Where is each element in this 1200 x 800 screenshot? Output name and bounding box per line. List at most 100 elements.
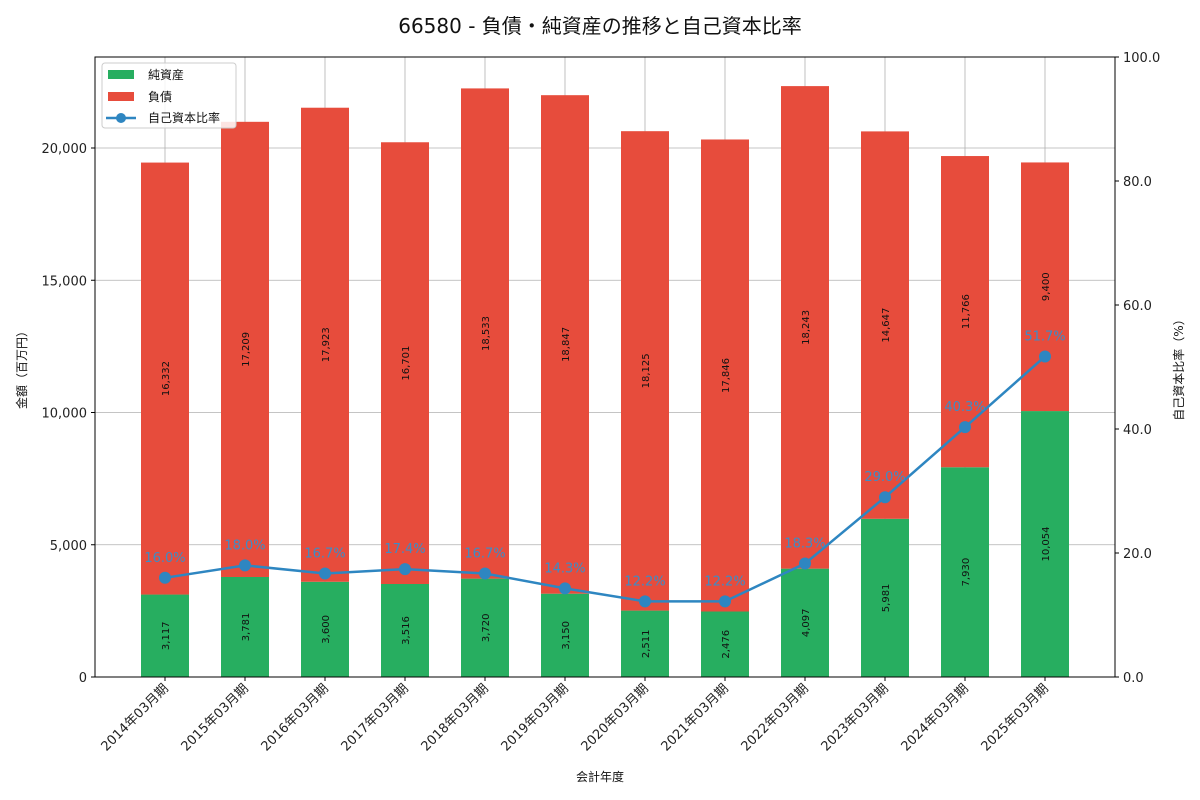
y-tick-right: 60.0 xyxy=(1123,299,1152,314)
bar-label-net-assets: 3,720 xyxy=(481,613,492,642)
bar-liabilities xyxy=(701,139,749,612)
legend-swatch-net-assets xyxy=(108,70,134,79)
bar-net-assets xyxy=(461,578,509,677)
line-label: 16.7% xyxy=(464,546,505,561)
bar-net-assets xyxy=(221,576,269,677)
line-label: 40.3% xyxy=(944,400,985,415)
x-tick: 2022年03月期 xyxy=(739,681,812,754)
bar-label-liabilities: 17,923 xyxy=(321,327,332,362)
bar-net-assets xyxy=(381,584,429,677)
y-tick-right: 0.0 xyxy=(1123,671,1144,686)
line-marker xyxy=(799,557,811,570)
y-tick-right: 80.0 xyxy=(1123,175,1152,190)
line-marker xyxy=(1039,350,1051,363)
y-tick-left: 15,000 xyxy=(42,274,88,289)
y-tick-left: 0 xyxy=(79,671,87,686)
x-tick: 2014年03月期 xyxy=(99,681,172,754)
x-tick: 2020年03月期 xyxy=(579,681,652,754)
line-marker xyxy=(559,582,571,595)
line-label: 18.3% xyxy=(784,537,825,552)
legend-box xyxy=(101,62,237,129)
x-tick: 2021年03月期 xyxy=(659,681,732,754)
bar-net-assets xyxy=(941,467,989,677)
bar-net-assets xyxy=(861,518,909,677)
bar-liabilities xyxy=(221,121,269,577)
bar-label-liabilities: 14,647 xyxy=(881,308,892,343)
line-path xyxy=(164,355,1046,603)
bar-net-assets xyxy=(781,568,829,677)
bar-net-assets xyxy=(141,594,189,677)
bar-label-liabilities: 17,209 xyxy=(241,332,252,367)
bar-net-assets xyxy=(1021,411,1069,677)
bar-label-liabilities: 18,533 xyxy=(481,316,492,351)
line-label: 29.0% xyxy=(864,470,905,485)
x-tick: 2025年03月期 xyxy=(979,681,1052,754)
x-tick: 2017年03月期 xyxy=(339,681,412,754)
line-label: 18.0% xyxy=(224,538,265,553)
bar-label-liabilities: 18,847 xyxy=(561,327,572,362)
bar-label-net-assets: 3,150 xyxy=(561,621,572,650)
line-label: 16.7% xyxy=(304,546,345,561)
y-tick-left: 10,000 xyxy=(42,407,88,422)
bar-liabilities xyxy=(141,162,189,595)
line-marker xyxy=(959,421,971,434)
x-tick: 2023年03月期 xyxy=(819,681,892,754)
y-tick-left: 5,000 xyxy=(50,539,87,554)
x-tick: 2019年03月期 xyxy=(499,681,572,754)
x-tick: 2024年03月期 xyxy=(899,681,972,754)
bar-liabilities xyxy=(941,156,989,468)
bar-label-liabilities: 16,701 xyxy=(401,346,412,381)
line-label: 12.2% xyxy=(624,574,665,589)
bar-label-liabilities: 18,243 xyxy=(801,310,812,345)
bar-label-liabilities: 9,400 xyxy=(1041,272,1052,301)
bar-label-net-assets: 3,781 xyxy=(241,613,252,642)
line-marker xyxy=(239,559,251,572)
line-label: 12.2% xyxy=(704,574,745,589)
line-label: 14.3% xyxy=(544,561,585,576)
bar-net-assets xyxy=(701,611,749,677)
equity-ratio-line: 16.0% 18.0% 16.7% 17.4% 16.7% 14.3% 12.2% 12.2%… xyxy=(144,329,1066,608)
bar-label-net-assets: 2,476 xyxy=(721,630,732,659)
bar-liabilities xyxy=(301,107,349,582)
y-tick-right: 100.0 xyxy=(1123,51,1160,66)
y-tick-left: 20,000 xyxy=(42,142,88,157)
bar-liabilities xyxy=(461,88,509,579)
legend-label-ratio: 自己資本比率 xyxy=(148,110,220,125)
legend-label-net-assets: 純資産 xyxy=(148,67,184,82)
bar-label-liabilities: 17,846 xyxy=(721,358,732,393)
bar-net-assets xyxy=(621,610,669,677)
bar-liabilities xyxy=(541,95,589,594)
y-axis-label-left: 金額（百万円） xyxy=(14,325,29,409)
bar-liabilities xyxy=(621,131,669,611)
bar-label-net-assets: 3,117 xyxy=(161,621,172,650)
legend-swatch-liabilities xyxy=(108,92,134,101)
line-marker xyxy=(719,595,731,608)
bar-label-net-assets: 3,600 xyxy=(321,615,332,644)
bar-label-liabilities: 16,332 xyxy=(161,361,172,396)
bar-label-net-assets: 7,930 xyxy=(961,558,972,587)
chart-title: 66580 - 負債・純資産の推移と自己資本比率 xyxy=(398,14,802,38)
x-axis-label: 会計年度 xyxy=(576,769,624,784)
bar-liabilities xyxy=(381,142,429,585)
plot-frame xyxy=(94,56,1116,678)
line-marker xyxy=(879,491,891,504)
bar-label-net-assets: 4,097 xyxy=(801,608,812,637)
bar-label-liabilities: 18,125 xyxy=(641,353,652,388)
y-tick-right: 40.0 xyxy=(1123,423,1152,438)
bars: 3,117 16,332 3,781 17,209 3,600 17,923 3,516 16… xyxy=(141,86,1069,677)
y-axis-label-right: 自己資本比率（%） xyxy=(1171,313,1186,420)
bar-label-net-assets: 3,516 xyxy=(401,616,412,645)
bar-label-liabilities: 11,766 xyxy=(961,294,972,329)
line-marker xyxy=(159,571,171,584)
line-marker xyxy=(399,563,411,576)
bar-liabilities xyxy=(781,86,829,569)
y-tick-right: 20.0 xyxy=(1123,547,1152,562)
line-marker xyxy=(479,567,491,580)
bar-net-assets xyxy=(301,581,349,677)
line-label: 51.7% xyxy=(1024,329,1065,344)
bar-label-net-assets: 5,981 xyxy=(881,584,892,613)
bar-net-assets xyxy=(541,593,589,677)
x-tick: 2015年03月期 xyxy=(179,681,252,754)
